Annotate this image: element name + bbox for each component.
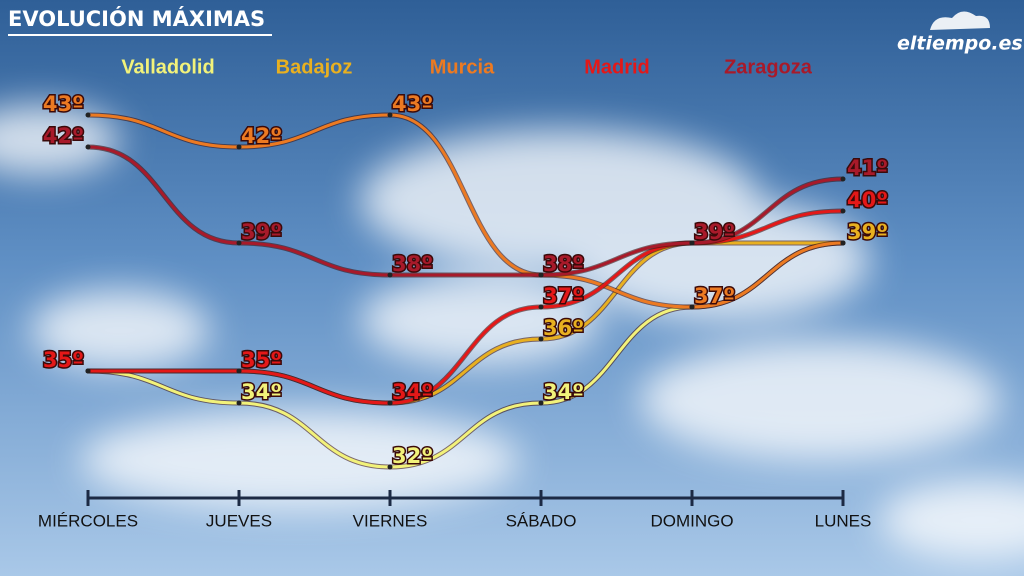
point [538,304,544,310]
point [387,400,393,406]
value-label: 43º [392,92,433,116]
logo: eltiempo.es [897,33,1023,55]
point [689,240,695,246]
value-label: 35º [241,348,282,372]
point [387,272,393,278]
value-label: 37º [694,284,735,308]
value-label: 43º [43,92,84,116]
series-line [87,113,844,309]
point [538,336,544,342]
chart-title: EVOLUCIÓN MÁXIMAS [8,6,265,31]
value-label: 38º [543,252,584,276]
point [236,144,242,150]
point [840,240,846,246]
value-label: 39º [847,220,888,244]
legend-entry: Madrid [584,56,650,78]
legend-entry: Valladolid [121,56,214,78]
value-label: 34º [543,380,584,404]
point [538,400,544,406]
point [387,112,393,118]
value-label: 41º [847,156,888,180]
legend-entry: Badajoz [276,56,353,78]
point [236,240,242,246]
x-tick-label: MIÉRCOLES [38,511,138,530]
value-label: 42º [43,124,84,148]
x-tick-label: LUNES [815,511,872,530]
point [538,272,544,278]
point [85,144,91,150]
value-label: 39º [694,220,735,244]
value-label: 36º [543,316,584,340]
value-label: 34º [241,380,282,404]
x-tick-label: VIERNES [353,511,428,530]
x-tick-label: JUEVES [206,511,272,530]
point [840,176,846,182]
clouds [0,105,1024,560]
value-label: 38º [392,252,433,276]
value-label: 32º [392,444,433,468]
value-label: 39º [241,220,282,244]
value-label: 37º [543,284,584,308]
point [840,208,846,214]
x-tick-label: DOMINGO [650,511,733,530]
x-tick-label: SÁBADO [506,511,577,530]
point [236,400,242,406]
legend-entry: Murcia [430,56,495,78]
point [85,112,91,118]
value-label: 34º [392,380,433,404]
point [85,368,91,374]
value-label: 35º [43,348,84,372]
point [236,368,242,374]
legend-entry: Zaragoza [724,56,813,78]
point [689,304,695,310]
point [387,464,393,470]
logo-cloud [930,11,990,31]
series-line [87,145,844,277]
value-label: 40º [847,188,888,212]
value-label: 42º [241,124,282,148]
